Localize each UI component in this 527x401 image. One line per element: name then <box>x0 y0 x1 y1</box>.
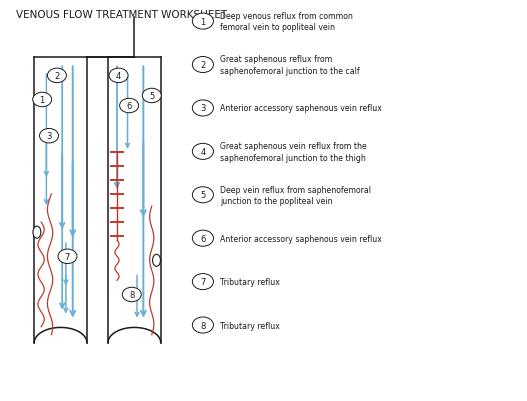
Circle shape <box>192 57 213 73</box>
Text: VENOUS FLOW TREATMENT WORKSHEET: VENOUS FLOW TREATMENT WORKSHEET <box>16 10 227 20</box>
Text: 8: 8 <box>200 321 206 330</box>
Text: Tributary reflux: Tributary reflux <box>220 321 280 330</box>
Text: Great saphenous reflux from
saphenofemoral junction to the calf: Great saphenous reflux from saphenofemor… <box>220 55 359 75</box>
Circle shape <box>192 187 213 203</box>
Circle shape <box>120 99 139 113</box>
Text: Tributary reflux: Tributary reflux <box>220 277 280 286</box>
Circle shape <box>192 317 213 333</box>
Text: 2: 2 <box>200 61 206 70</box>
Ellipse shape <box>153 255 160 267</box>
Text: 1: 1 <box>200 18 206 26</box>
Text: 3: 3 <box>200 104 206 113</box>
Text: Anterior accessory saphenous vein reflux: Anterior accessory saphenous vein reflux <box>220 234 382 243</box>
Circle shape <box>192 101 213 117</box>
Circle shape <box>33 93 52 107</box>
Text: 4: 4 <box>116 72 121 81</box>
Text: Deep venous reflux from common
femoral vein to popliteal vein: Deep venous reflux from common femoral v… <box>220 12 353 32</box>
Circle shape <box>109 69 128 83</box>
Text: Great saphenous vein reflux from the
saphenofemoral junction to the thigh: Great saphenous vein reflux from the sap… <box>220 142 366 162</box>
Circle shape <box>192 144 213 160</box>
Text: Deep vein reflux from saphenofemoral
junction to the popliteal vein: Deep vein reflux from saphenofemoral jun… <box>220 185 371 205</box>
Circle shape <box>40 129 58 144</box>
Circle shape <box>192 231 213 247</box>
Circle shape <box>122 288 141 302</box>
Circle shape <box>192 14 213 30</box>
Text: 6: 6 <box>200 234 206 243</box>
Text: 6: 6 <box>126 102 132 111</box>
Text: 1: 1 <box>40 96 45 105</box>
Text: 5: 5 <box>149 92 154 101</box>
Text: Anterior accessory saphenous vein reflux: Anterior accessory saphenous vein reflux <box>220 104 382 113</box>
Circle shape <box>58 249 77 264</box>
Ellipse shape <box>33 227 41 239</box>
Circle shape <box>192 274 213 290</box>
Text: 7: 7 <box>65 252 70 261</box>
Circle shape <box>47 69 66 83</box>
Text: 3: 3 <box>46 132 52 141</box>
Text: 2: 2 <box>54 72 60 81</box>
Circle shape <box>142 89 161 103</box>
Text: 7: 7 <box>200 277 206 286</box>
Text: 4: 4 <box>200 148 206 156</box>
Text: 5: 5 <box>200 191 206 200</box>
Text: 8: 8 <box>129 290 134 299</box>
